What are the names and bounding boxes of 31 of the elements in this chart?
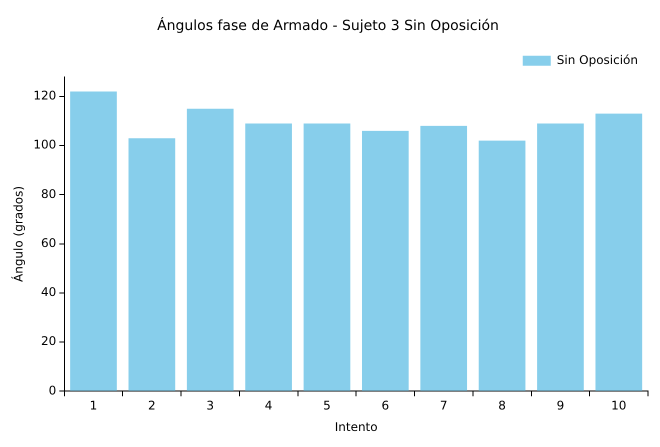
x-tick-label: 3	[206, 398, 214, 413]
x-tick-label: 6	[382, 398, 390, 413]
bar	[186, 108, 234, 391]
x-tick-label: 1	[90, 398, 98, 413]
x-tick-label: 8	[498, 398, 506, 413]
y-tick-label: 0	[48, 383, 56, 398]
y-tick-label: 60	[41, 236, 56, 250]
bar	[245, 123, 292, 391]
legend-label: Sin Oposición	[556, 52, 638, 67]
x-tick-label: 2	[148, 398, 156, 413]
y-tick-label: 40	[41, 285, 56, 300]
y-tick-label: 20	[41, 334, 56, 348]
bar	[478, 140, 526, 391]
x-tick-label: 7	[440, 398, 448, 413]
y-axis-title: Ángulo (grados)	[10, 186, 26, 282]
bar	[70, 92, 117, 391]
y-tick-label: 100	[33, 138, 56, 152]
bar	[128, 138, 176, 391]
x-tick-label: 9	[556, 398, 564, 413]
chart-title: Ángulos fase de Armado - Sujeto 3 Sin Oposición	[157, 17, 499, 34]
x-tick-label: 5	[323, 398, 331, 413]
bar	[362, 130, 409, 391]
y-tick-label: 80	[41, 186, 56, 201]
y-tick-label: 120	[33, 88, 56, 103]
bar	[595, 114, 642, 391]
x-tick-label: 4	[264, 398, 272, 413]
bar	[304, 123, 350, 391]
bar	[420, 126, 468, 391]
x-tick-label: 10	[611, 398, 626, 413]
bar	[537, 123, 584, 391]
x-axis-title: Intento	[334, 420, 378, 434]
